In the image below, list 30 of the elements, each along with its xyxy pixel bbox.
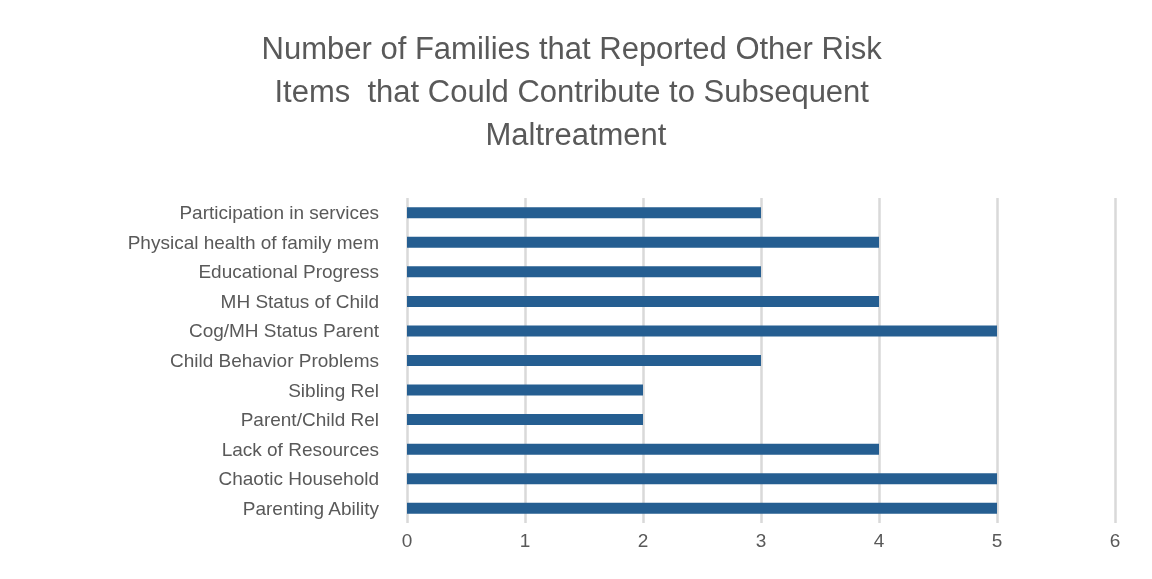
x-tick-label: 1 [519,530,531,551]
bar [407,414,643,426]
x-tick-label: 0 [401,530,413,551]
bar [407,207,761,219]
bar [407,236,879,248]
x-tick-label: 3 [755,530,767,551]
x-tick-label: 6 [1109,530,1121,551]
x-tick-label: 5 [991,530,1003,551]
bar [407,502,997,514]
bar [407,355,761,366]
y-tick-label: Parenting Ability [242,497,380,519]
y-tick-label: Chaotic Household [218,468,379,490]
y-tick-label: Sibling Rel [288,379,379,401]
bar [407,295,879,307]
bar [407,443,879,455]
y-tick-label: Participation in services [179,202,379,224]
y-tick-label: Educational Progress [198,261,379,283]
y-tick-label: MH Status of Child [220,290,379,312]
bar [407,266,761,278]
bar [407,384,643,396]
x-tick-label: 2 [637,530,649,551]
y-tick-label: Child Behavior Problems [169,350,379,371]
y-tick-label: Cog/MH Status Parent [188,320,380,342]
chart-title: Number of Families that Reported Other Risk Items that Could Contribute to Subsequent Maltreatment [261,31,891,152]
y-tick-label: Parent/Child Rel [240,409,379,431]
bar [407,473,997,485]
y-tick-label: Physical health of family mem [127,231,379,253]
x-tick-label: 4 [873,530,885,551]
bar [407,325,997,337]
y-tick-label: Lack of Resources [221,438,379,460]
